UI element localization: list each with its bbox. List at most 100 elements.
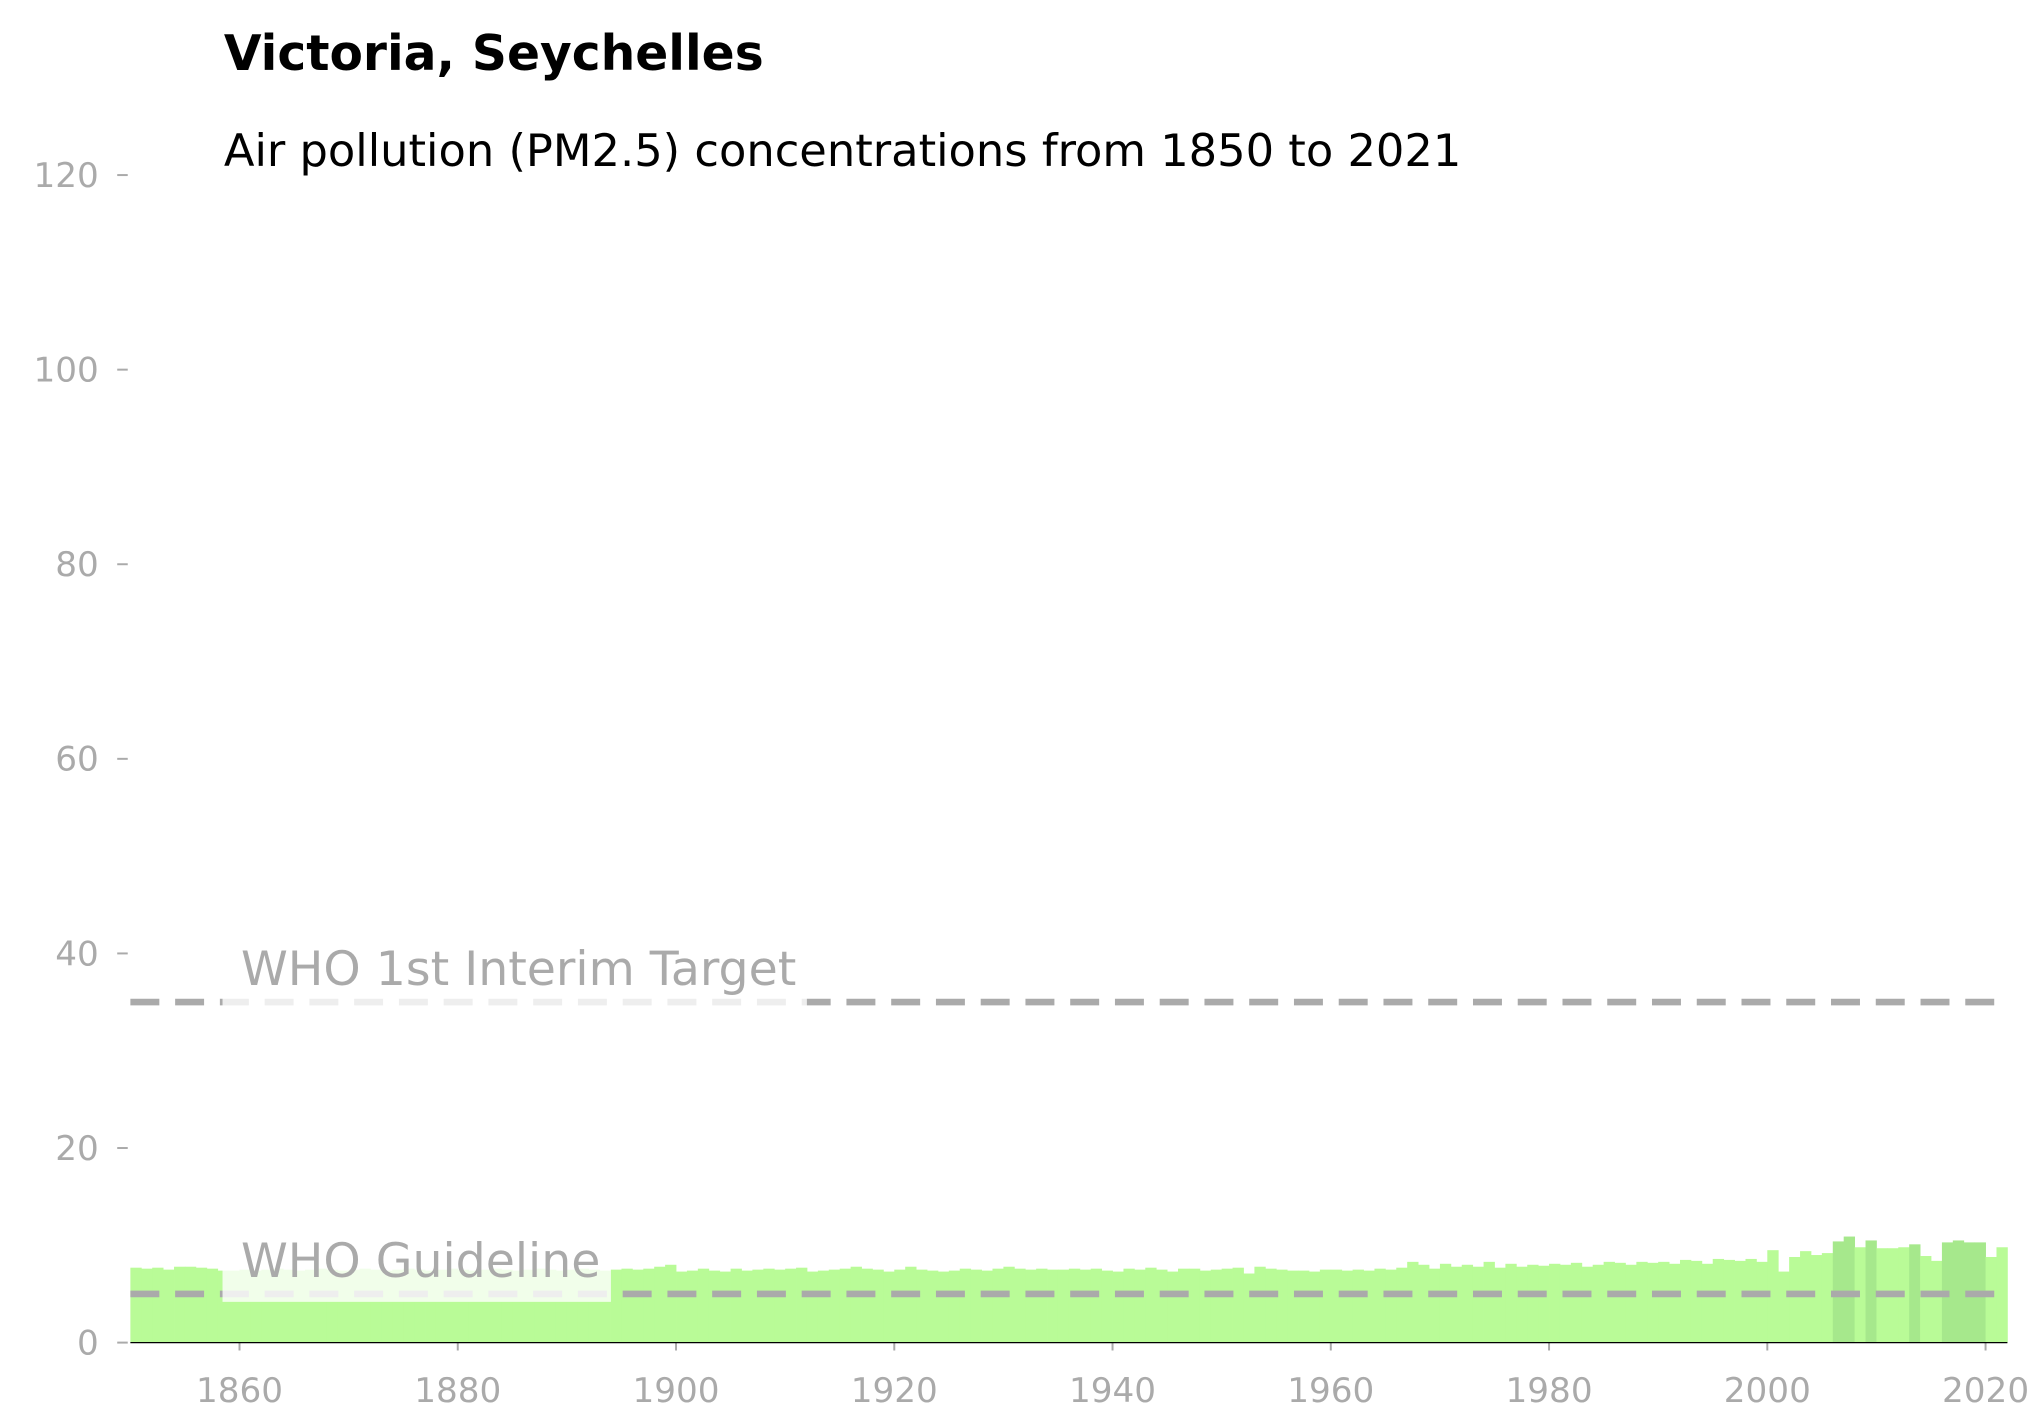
bar [1003,1266,1015,1343]
bar [1854,1247,1866,1343]
chart-title: Victoria, Seychelles [224,26,764,82]
bar [392,1269,404,1343]
bar [1559,1264,1572,1343]
y-tick-label: 80 [55,545,99,585]
bar [1865,1240,1877,1343]
bar [839,1268,852,1343]
bar [1134,1269,1146,1343]
bar [457,1269,470,1343]
bar [152,1267,164,1343]
bar [304,1269,317,1343]
bar [1527,1264,1539,1343]
bar [490,1268,502,1343]
bar [763,1268,775,1343]
bar [228,1270,240,1343]
bar [555,1270,568,1343]
bar [1123,1268,1135,1343]
label-box [222,941,807,1010]
reference-label: WHO Guideline [241,1234,600,1289]
bar [359,1268,371,1343]
bar [1614,1262,1626,1343]
y-tick-label: 0 [77,1323,99,1363]
label-box [222,1233,611,1302]
bar [1734,1260,1746,1343]
x-tick-label: 2000 [1724,1371,1811,1411]
bar [1461,1264,1474,1343]
bar [1538,1265,1550,1343]
bar [981,1270,993,1343]
bar [1374,1268,1386,1343]
reference-label: WHO 1st Interim Target [241,942,796,997]
bar [948,1270,961,1343]
bar [1472,1266,1484,1343]
bar [1690,1260,1703,1343]
bar [512,1270,524,1343]
bar [1319,1269,1332,1343]
bar [425,1270,437,1343]
bar [1287,1270,1299,1343]
bar [774,1269,786,1343]
bar [272,1268,284,1343]
bar [370,1269,382,1343]
bar [697,1268,710,1343]
bar [719,1271,731,1343]
bar [806,1271,819,1343]
bar [1167,1271,1179,1343]
bar [1680,1259,1692,1343]
bar [501,1269,513,1343]
bar [632,1269,644,1343]
bar [294,1270,306,1343]
bar [403,1268,415,1343]
bar [872,1269,884,1343]
bar [239,1269,251,1343]
bar [752,1269,764,1343]
bar [861,1268,873,1343]
bar [1407,1261,1419,1343]
bar [1396,1267,1408,1343]
bar [916,1269,928,1343]
bar [1909,1244,1921,1343]
bar [1265,1268,1277,1343]
bar [1767,1250,1779,1343]
bar [1505,1263,1517,1343]
bar [1276,1269,1288,1343]
bar [654,1266,666,1343]
bar [785,1268,797,1343]
bar [1516,1266,1528,1343]
bar [348,1269,360,1343]
bar [1592,1264,1605,1343]
bar [1156,1269,1168,1343]
y-tick-label: 100 [33,351,98,391]
x-tick-label: 1880 [414,1371,501,1411]
bar [1025,1269,1037,1343]
bar [1494,1267,1506,1343]
bar [708,1270,721,1343]
bar [1996,1247,2008,1343]
bar [577,1268,590,1343]
bar [959,1268,972,1343]
bar [676,1271,688,1343]
bar [1450,1266,1463,1343]
x-tick-label: 2020 [1942,1371,2029,1411]
x-tick-label: 1920 [851,1371,938,1411]
bar [927,1270,939,1343]
bar [283,1269,295,1343]
bar [1821,1253,1834,1343]
bar [566,1269,579,1343]
bar [1429,1268,1441,1343]
bar [1483,1261,1495,1343]
y-tick-label: 120 [33,156,98,196]
bar [337,1270,350,1343]
bar [1199,1270,1212,1343]
bar [1669,1263,1681,1343]
bar [1254,1266,1266,1343]
bar [1952,1240,1965,1343]
x-tick-label: 1960 [1287,1371,1374,1411]
bar [206,1268,219,1343]
bar [1068,1268,1081,1343]
bar [1385,1269,1397,1343]
bar [905,1266,917,1343]
bar [174,1266,186,1343]
x-tick-label: 1900 [632,1371,719,1411]
